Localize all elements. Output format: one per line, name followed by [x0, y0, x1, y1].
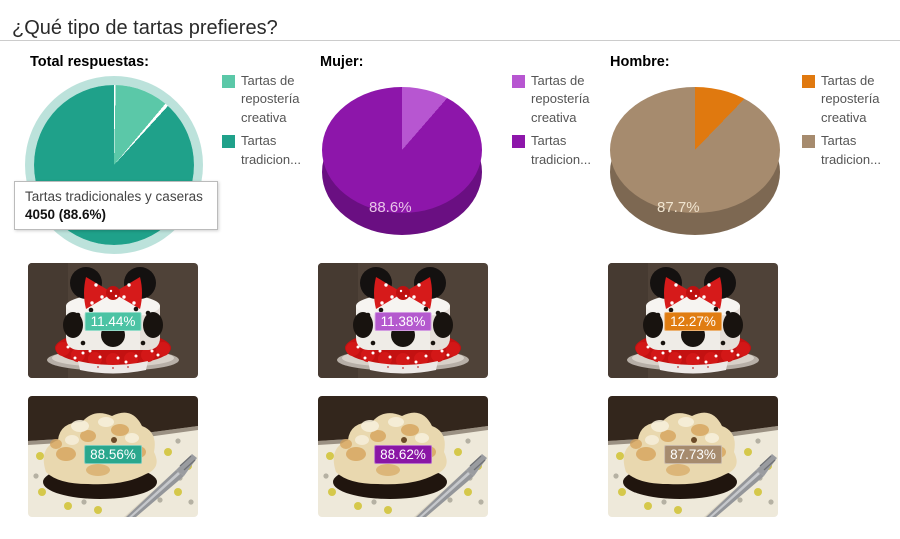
legend-mujer: Tartas de repostería creativa Tartas tra… [512, 72, 606, 174]
chart-columns: Total respuestas: Tartas de repostería c… [14, 41, 898, 517]
pie-slice-label-hombre: 87.7% [657, 199, 700, 216]
tooltip-label: Tartas tradicionales y caseras [25, 189, 203, 204]
legend-item-tradicional: Tartas tradicion... [512, 132, 606, 169]
legend-label-creativa: Tartas de repostería creativa [821, 73, 880, 125]
legend-label-creativa: Tartas de repostería creativa [241, 73, 300, 125]
photo-creativa-total: 11.44% [28, 263, 198, 378]
legend-label-tradicional: Tartas tradicion... [821, 133, 881, 167]
pie-hover-tooltip: Tartas tradicionales y caseras 4050 (88.… [14, 181, 218, 230]
chart-area-hombre: 87.7% Tartas de repostería creativa Tart… [608, 72, 898, 263]
legend-label-tradicional: Tartas tradicion... [531, 133, 591, 167]
chart-area-total: Tartas de repostería creativa Tartas tra… [14, 72, 318, 263]
photo-tradicional-total: 88.56% [28, 396, 198, 517]
page-title: ¿Qué tipo de tartas prefieres? [12, 17, 278, 40]
pct-badge-creativa-hombre: 12.27% [664, 312, 722, 331]
pct-badge-tradicional-mujer: 88.62% [374, 445, 432, 464]
chart-heading-total: Total respuestas: [30, 54, 149, 70]
legend-item-creativa: Tartas de repostería creativa [802, 72, 896, 127]
chart-area-mujer: 88.6% Tartas de repostería creativa Tart… [318, 72, 608, 263]
column-mujer: Mujer: 88.6% Tartas de repostería creati… [318, 41, 608, 517]
legend-swatch-creativa [222, 75, 235, 88]
legend-item-tradicional: Tartas tradicion... [222, 132, 316, 169]
pct-badge-tradicional-hombre: 87.73% [664, 445, 722, 464]
legend-swatch-tradicional [802, 135, 815, 149]
legend-item-creativa: Tartas de repostería creativa [222, 72, 316, 127]
chart-heading-hombre: Hombre: [610, 54, 670, 70]
photo-tradicional-mujer: 88.62% [318, 396, 488, 517]
pct-badge-creativa-mujer: 11.38% [374, 312, 432, 331]
photo-tradicional-hombre: 87.73% [608, 396, 778, 517]
legend-item-creativa: Tartas de repostería creativa [512, 72, 606, 127]
column-hombre: Hombre: 87.7% Tartas de repostería creat… [608, 41, 898, 517]
photo-creativa-hombre: 12.27% [608, 263, 778, 378]
pie-chart-hombre[interactable]: 87.7% [610, 87, 780, 235]
legend-total: Tartas de repostería creativa Tartas tra… [222, 72, 316, 174]
pie-slice-label-mujer: 88.6% [369, 199, 412, 216]
tooltip-value: 4050 (88.6%) [25, 207, 107, 222]
legend-swatch-tradicional [512, 135, 525, 149]
legend-swatch-tradicional [222, 135, 235, 149]
legend-swatch-creativa [802, 75, 815, 88]
chart-heading-mujer: Mujer: [320, 54, 364, 70]
column-total: Total respuestas: Tartas de repostería c… [14, 41, 318, 517]
pct-badge-tradicional-total: 88.56% [84, 445, 142, 464]
legend-label-tradicional: Tartas tradicion... [241, 133, 301, 167]
legend-label-creativa: Tartas de repostería creativa [531, 73, 590, 125]
title-divider [0, 40, 900, 41]
pct-badge-creativa-total: 11.44% [84, 312, 142, 331]
pie-chart-mujer[interactable]: 88.6% [322, 87, 482, 235]
pie-top-mujer [322, 87, 482, 213]
legend-hombre: Tartas de repostería creativa Tartas tra… [802, 72, 896, 174]
legend-item-tradicional: Tartas tradicion... [802, 132, 896, 169]
photo-creativa-mujer: 11.38% [318, 263, 488, 378]
pie-top-hombre [610, 87, 780, 213]
legend-swatch-creativa [512, 75, 525, 88]
